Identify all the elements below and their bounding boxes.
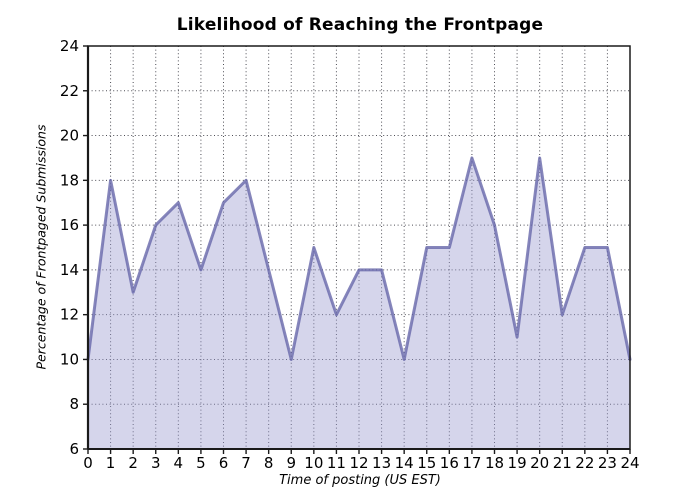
x-tick-label: 5	[196, 454, 206, 472]
y-tick-label: 16	[60, 216, 79, 234]
x-tick-label: 24	[620, 454, 639, 472]
x-tick-label: 7	[241, 454, 251, 472]
x-tick-label: 9	[286, 454, 296, 472]
y-tick-label: 24	[60, 37, 79, 55]
x-tick-label: 8	[264, 454, 274, 472]
x-tick-label: 14	[395, 454, 414, 472]
x-tick-label: 12	[349, 454, 368, 472]
y-tick-label: 14	[60, 261, 79, 279]
x-tick-label: 0	[83, 454, 93, 472]
x-tick-label: 17	[462, 454, 481, 472]
x-axis-label: Time of posting (US EST)	[279, 473, 441, 488]
y-tick-label: 6	[69, 440, 79, 458]
y-tick-label: 8	[69, 395, 79, 413]
x-tick-label: 15	[417, 454, 436, 472]
x-tick-label: 20	[530, 454, 549, 472]
y-tick-label: 20	[60, 127, 79, 145]
x-tick-label: 6	[219, 454, 229, 472]
x-tick-label: 10	[304, 454, 323, 472]
x-tick-label: 11	[327, 454, 346, 472]
y-tick-label: 12	[60, 306, 79, 324]
x-tick-label: 3	[151, 454, 161, 472]
chart-title: Likelihood of Reaching the Frontpage	[176, 15, 544, 35]
x-tick-label: 22	[575, 454, 594, 472]
y-tick-label: 18	[60, 171, 79, 189]
x-tick-label: 16	[440, 454, 459, 472]
x-tick-label: 4	[174, 454, 184, 472]
x-tick-label: 1	[106, 454, 116, 472]
y-tick-label: 22	[60, 82, 79, 100]
x-tick-label: 13	[372, 454, 391, 472]
x-tick-label: 23	[598, 454, 617, 472]
data-line	[86, 156, 632, 361]
x-tick-label: 2	[128, 454, 138, 472]
x-tick-label: 21	[553, 454, 572, 472]
y-tick-label: 10	[60, 350, 79, 368]
x-tick-label: 18	[485, 454, 504, 472]
x-tick-label: 19	[508, 454, 527, 472]
